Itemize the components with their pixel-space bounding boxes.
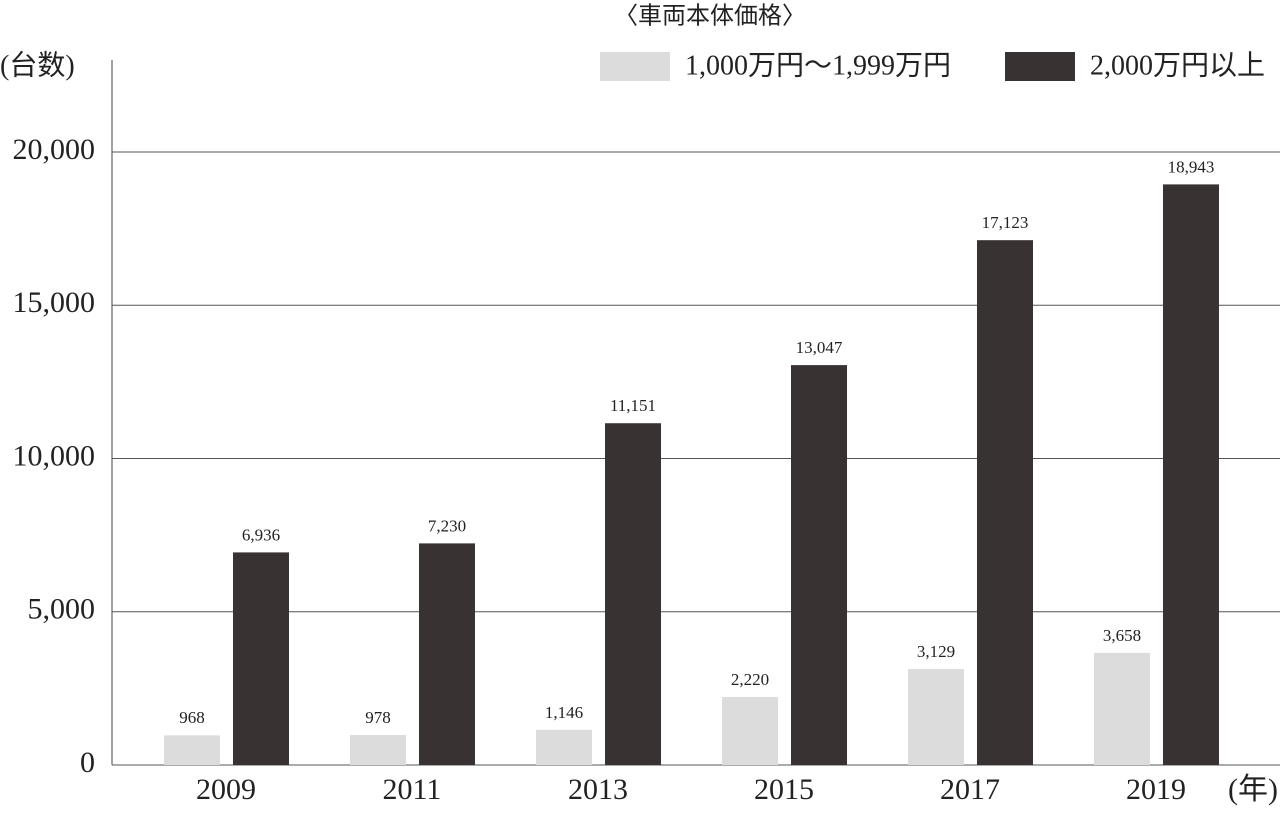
x-tick-label: 2013	[568, 773, 628, 806]
bar	[419, 543, 475, 765]
y-tick-label: 10,000	[13, 439, 96, 472]
y-axis-label: (台数)	[0, 49, 75, 81]
data-label: 978	[365, 708, 391, 727]
bar	[233, 552, 289, 765]
legend-title: 〈車両本体価格〉	[614, 3, 806, 30]
data-label: 3,658	[1103, 626, 1141, 645]
data-label: 7,230	[428, 516, 466, 535]
data-label: 18,943	[1168, 157, 1215, 176]
y-tick-label: 0	[80, 746, 95, 779]
legend-swatch	[1005, 52, 1075, 81]
legend-label: 1,000万円〜1,999万円	[685, 50, 951, 81]
data-label: 2,220	[731, 670, 769, 689]
legend-label: 2,000万円以上	[1090, 50, 1265, 81]
x-tick-label: 2011	[383, 773, 442, 806]
data-label: 1,146	[545, 703, 583, 722]
y-tick-label: 15,000	[13, 286, 96, 319]
data-label: 968	[179, 708, 205, 727]
data-label: 3,129	[917, 642, 955, 661]
x-tick-label: 2017	[940, 773, 1000, 806]
bar	[350, 735, 406, 765]
x-tick-label: 2015	[754, 773, 814, 806]
data-label: 6,936	[242, 525, 280, 544]
bar	[722, 696, 778, 765]
bar	[977, 240, 1033, 765]
data-label: 13,047	[796, 338, 843, 357]
y-tick-label: 20,000	[13, 133, 96, 166]
bar	[791, 365, 847, 765]
x-tick-label: 2009	[196, 773, 256, 806]
legend-swatch	[600, 52, 670, 81]
x-tick-label: 2019	[1126, 773, 1186, 806]
bar	[1163, 184, 1219, 766]
y-tick-label: 5,000	[28, 593, 96, 626]
x-axis-label: (年)	[1228, 773, 1278, 806]
bar	[164, 735, 220, 765]
bar	[605, 423, 661, 765]
data-label: 17,123	[982, 213, 1029, 232]
bar	[908, 669, 964, 765]
bar	[536, 729, 592, 765]
data-label: 11,151	[610, 396, 656, 415]
bar	[1094, 652, 1150, 765]
